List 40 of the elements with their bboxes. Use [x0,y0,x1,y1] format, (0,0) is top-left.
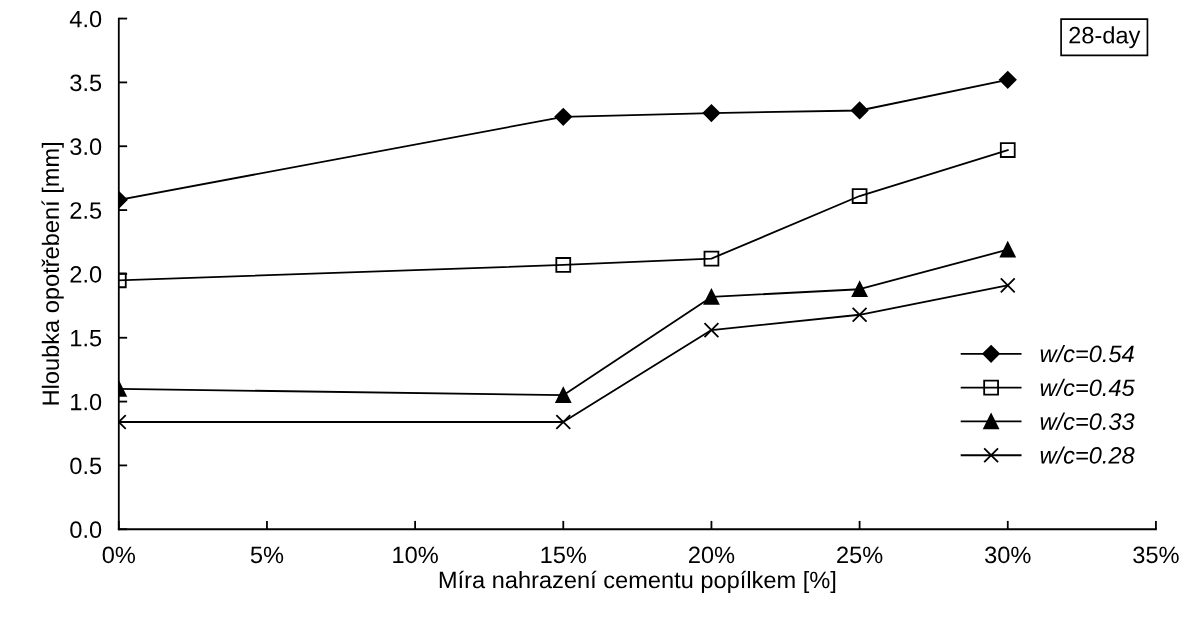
point [851,188,868,204]
point [999,71,1017,89]
point [999,277,1016,294]
annotation: 28-day [1069,26,1141,49]
y-tick-label: 2.5 [70,202,102,219]
legend-label: w/c=0.28 [1040,446,1135,464]
x-tick-label: 25% [837,546,883,564]
x-axis-title: Míra nahrazení cementu popílkem [%] [439,570,836,593]
point [703,250,720,267]
y-tick-label: 1.0 [71,393,102,411]
point [999,142,1016,158]
x-tick-label: 30% [985,546,1031,564]
legend-label: w/c=0.33 [1040,412,1135,430]
point [555,414,572,430]
point [850,101,869,120]
y-tick-label: 4.0 [69,10,102,28]
point [703,322,720,338]
legend-label: w/c=0.54 [1040,344,1134,363]
x-tick-label: 5% [250,546,284,564]
y-axis-title: Hloubka opotřebení [mm] [41,143,64,405]
x-tick-label: 15% [541,546,587,564]
point [703,289,720,305]
x-tick-label: 0% [102,546,136,564]
point [851,281,868,298]
y-tick-label: 2.0 [70,265,102,283]
x-tick-label: 10% [393,546,438,564]
point [555,257,572,273]
y-tick-label: 3.0 [70,138,102,156]
y-tick-label: 0.5 [70,457,102,475]
point [999,241,1016,258]
legend-label: w/c=0.45 [1040,378,1135,397]
y-tick-label: 0.0 [70,521,102,539]
y-tick-label: 1.5 [71,330,102,347]
point [555,387,572,404]
point [702,104,721,122]
x-tick-label: 35% [1133,546,1179,564]
point [851,306,868,323]
y-tick-label: 3.5 [70,74,102,92]
point [554,108,573,126]
x-tick-label: 20% [689,546,735,564]
